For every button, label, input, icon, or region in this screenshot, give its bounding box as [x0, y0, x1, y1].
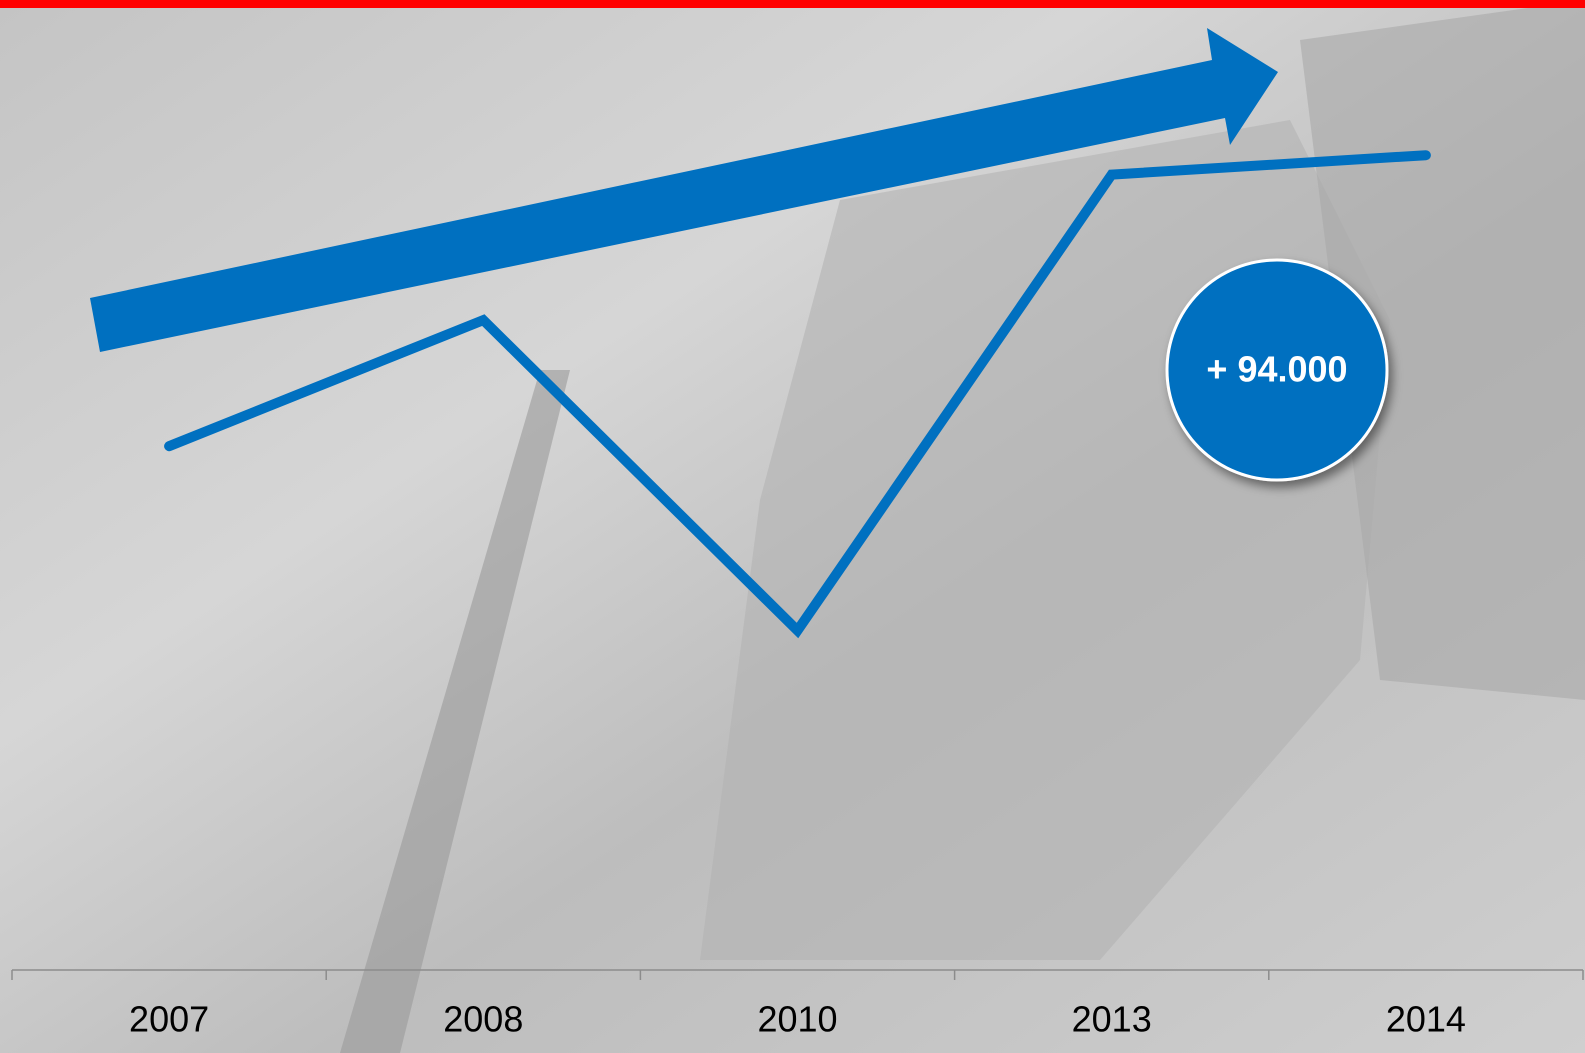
top-bar	[0, 0, 1585, 8]
x-tick-label: 2010	[757, 999, 837, 1040]
page: {"chart_data": {"type": "line", "categor…	[0, 0, 1585, 1053]
annotation: + 94.000	[1206, 349, 1347, 390]
chart: 2007 2008 2010 2013 2014 + 94.000	[0, 0, 1585, 1053]
x-tick-label: 2014	[1386, 999, 1466, 1040]
x-tick-label: 2013	[1072, 999, 1152, 1040]
x-tick-label: 2007	[129, 999, 209, 1040]
x-tick-label: 2008	[443, 999, 523, 1040]
